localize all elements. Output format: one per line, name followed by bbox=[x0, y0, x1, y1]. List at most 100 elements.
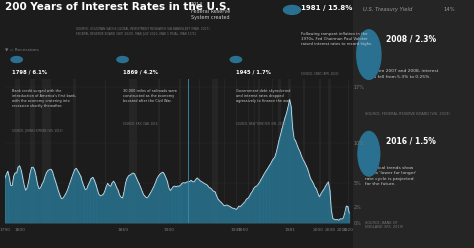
Bar bbox=[347, 206, 348, 223]
Text: Bank credit surged with the
introduction of America's first bank,
with the econo: Bank credit surged with the introduction… bbox=[12, 89, 76, 108]
Bar bbox=[248, 196, 250, 223]
Bar bbox=[58, 191, 59, 223]
Text: Historical trends show
that a 'lower for longer'
rate cycle is projected
for the: Historical trends show that a 'lower for… bbox=[365, 166, 417, 186]
Bar bbox=[147, 197, 149, 223]
Text: SOURCE: FEDERAL RESERVE BOARD (VIS. 2019): SOURCE: FEDERAL RESERVE BOARD (VIS. 2019… bbox=[365, 112, 450, 116]
Bar bbox=[82, 182, 83, 223]
Bar bbox=[192, 182, 193, 223]
Bar bbox=[204, 184, 205, 223]
Bar bbox=[326, 184, 328, 223]
Bar bbox=[141, 191, 143, 223]
Bar bbox=[137, 180, 138, 223]
Bar bbox=[47, 170, 49, 223]
Bar bbox=[296, 145, 298, 223]
Bar bbox=[319, 79, 321, 223]
Bar bbox=[129, 175, 131, 223]
Bar bbox=[323, 189, 325, 223]
Bar bbox=[246, 199, 247, 223]
Bar bbox=[308, 174, 310, 223]
Bar bbox=[52, 171, 53, 223]
Bar bbox=[247, 198, 249, 223]
Bar bbox=[102, 194, 104, 223]
Bar bbox=[264, 174, 265, 223]
Text: ▼ = Recessions: ▼ = Recessions bbox=[5, 47, 38, 51]
Bar bbox=[71, 177, 73, 223]
Bar bbox=[295, 141, 296, 223]
Bar bbox=[119, 195, 120, 223]
Bar bbox=[180, 185, 182, 223]
Bar bbox=[235, 210, 237, 223]
Bar bbox=[149, 194, 150, 223]
Circle shape bbox=[358, 131, 380, 176]
Bar bbox=[164, 174, 165, 223]
Bar bbox=[258, 79, 260, 223]
Bar bbox=[41, 184, 43, 223]
Bar bbox=[330, 211, 332, 223]
Bar bbox=[259, 182, 261, 223]
Bar bbox=[202, 183, 204, 223]
Bar bbox=[286, 113, 287, 223]
Bar bbox=[220, 202, 222, 223]
Bar bbox=[241, 205, 243, 223]
Text: SOURCE: CNBC (APR. 2020): SOURCE: CNBC (APR. 2020) bbox=[301, 72, 339, 76]
Bar bbox=[38, 189, 40, 223]
Bar bbox=[303, 79, 304, 223]
Bar bbox=[337, 219, 338, 223]
Bar bbox=[56, 186, 58, 223]
Text: 5%: 5% bbox=[353, 181, 361, 186]
Text: 10%: 10% bbox=[353, 141, 364, 146]
Bar bbox=[283, 123, 284, 223]
Bar bbox=[35, 176, 37, 223]
Bar bbox=[143, 194, 144, 223]
Text: SOURCE: JOHNS HOPKINS (VIS. 2019): SOURCE: JOHNS HOPKINS (VIS. 2019) bbox=[12, 129, 63, 133]
Bar bbox=[334, 219, 335, 223]
Bar bbox=[166, 181, 168, 223]
Bar bbox=[265, 171, 266, 223]
Bar bbox=[128, 79, 137, 223]
Bar bbox=[186, 182, 188, 223]
Bar bbox=[253, 188, 255, 223]
Bar bbox=[268, 167, 270, 223]
Bar bbox=[80, 177, 82, 223]
Bar bbox=[40, 187, 41, 223]
Bar bbox=[135, 177, 137, 223]
Text: 1798 / 6.1%: 1798 / 6.1% bbox=[12, 69, 47, 74]
Bar bbox=[95, 184, 97, 223]
Bar bbox=[224, 79, 226, 223]
Bar bbox=[292, 127, 293, 223]
Bar bbox=[100, 196, 101, 223]
Bar bbox=[293, 139, 295, 223]
Bar bbox=[250, 193, 252, 223]
Text: 2008 / 2.3%: 2008 / 2.3% bbox=[386, 35, 436, 44]
Bar bbox=[64, 196, 65, 223]
Bar bbox=[184, 183, 186, 223]
Bar bbox=[19, 166, 20, 223]
Bar bbox=[207, 186, 209, 223]
Bar bbox=[158, 79, 160, 223]
Bar bbox=[341, 219, 343, 223]
Bar bbox=[43, 181, 44, 223]
Bar bbox=[191, 180, 192, 223]
Bar bbox=[344, 213, 346, 223]
Bar bbox=[138, 183, 140, 223]
Bar bbox=[237, 208, 238, 223]
Bar bbox=[14, 173, 16, 223]
Text: SOURCE: BANK OF
ENGLAND (VIS. 2019): SOURCE: BANK OF ENGLAND (VIS. 2019) bbox=[365, 221, 403, 229]
Bar bbox=[22, 177, 23, 223]
Bar bbox=[150, 192, 152, 223]
Bar bbox=[314, 187, 316, 223]
Bar bbox=[62, 198, 64, 223]
Bar bbox=[144, 196, 146, 223]
Bar bbox=[238, 206, 240, 223]
Bar bbox=[23, 185, 25, 223]
Bar bbox=[11, 186, 13, 223]
Bar bbox=[216, 196, 217, 223]
Bar bbox=[123, 192, 125, 223]
Bar bbox=[302, 159, 304, 223]
Bar bbox=[73, 173, 74, 223]
Bar bbox=[55, 181, 56, 223]
Bar bbox=[193, 182, 195, 223]
Bar bbox=[182, 183, 183, 223]
Bar bbox=[140, 187, 141, 223]
Bar bbox=[120, 197, 122, 223]
